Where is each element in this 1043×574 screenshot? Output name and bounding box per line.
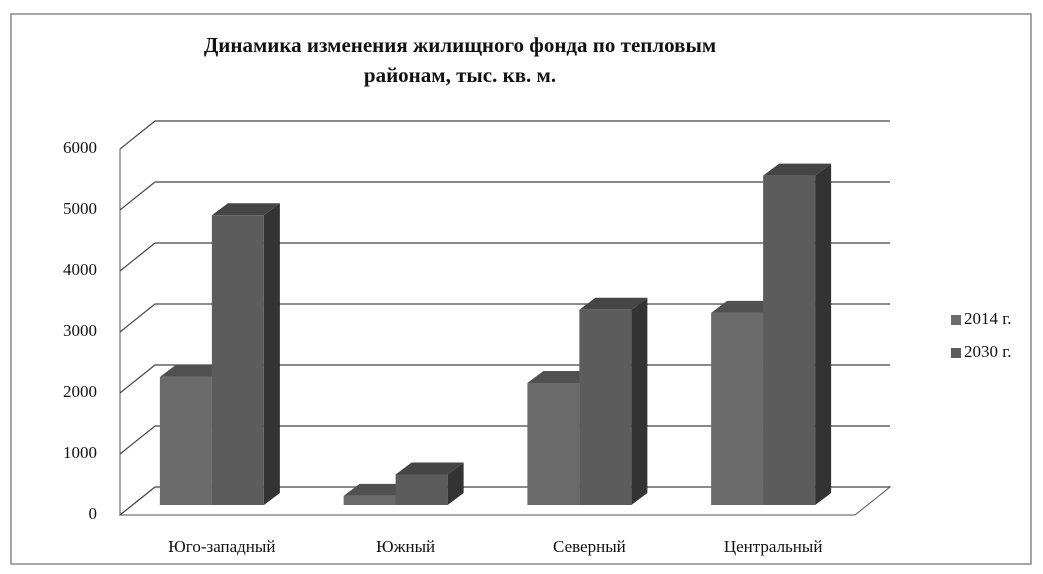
bar xyxy=(763,163,832,505)
chart-title: Динамика изменения жилищного фонда по те… xyxy=(203,33,717,87)
bar-front xyxy=(211,215,264,505)
bar xyxy=(579,297,648,505)
x-tick-label: Юго-западный xyxy=(168,537,275,556)
bar-top xyxy=(527,371,596,383)
y-tick-label: 5000 xyxy=(63,199,97,218)
x-tick-label: Южный xyxy=(376,537,435,556)
bar-top xyxy=(579,297,648,310)
bar-side xyxy=(631,297,648,505)
y-tick-label: 2000 xyxy=(63,382,97,401)
grid-line xyxy=(119,120,890,150)
bar-front xyxy=(763,175,816,505)
x-tick-label: Центральный xyxy=(724,537,823,556)
y-tick-label: 3000 xyxy=(63,321,97,340)
bar-front xyxy=(343,495,396,505)
bar-side xyxy=(263,203,280,505)
grid-line xyxy=(119,181,890,211)
bar-front xyxy=(711,312,764,505)
y-tick-label: 0 xyxy=(89,504,98,523)
y-tick-label: 4000 xyxy=(63,260,97,279)
bar-top xyxy=(711,300,780,313)
bar-top xyxy=(343,483,412,496)
bar-top xyxy=(763,163,832,176)
legend-label: 2030 г. xyxy=(964,342,1012,361)
bar-front xyxy=(159,376,212,505)
bar-front xyxy=(395,474,448,505)
bar-side xyxy=(815,163,832,505)
x-tick-label: Северный xyxy=(553,537,626,556)
bar-top xyxy=(395,462,464,475)
bar-side xyxy=(447,462,464,505)
bar-front xyxy=(527,383,580,505)
bar xyxy=(395,462,464,505)
legend-swatch xyxy=(951,348,961,358)
bar xyxy=(211,203,280,505)
legend-label: 2014 г. xyxy=(964,309,1012,328)
bar-top xyxy=(211,203,280,216)
y-tick-label: 6000 xyxy=(63,138,97,157)
legend-swatch xyxy=(951,315,961,325)
y-tick-label: 1000 xyxy=(63,443,97,462)
bar-front xyxy=(579,309,632,505)
bar-top xyxy=(159,364,228,377)
grid-line xyxy=(119,242,890,272)
